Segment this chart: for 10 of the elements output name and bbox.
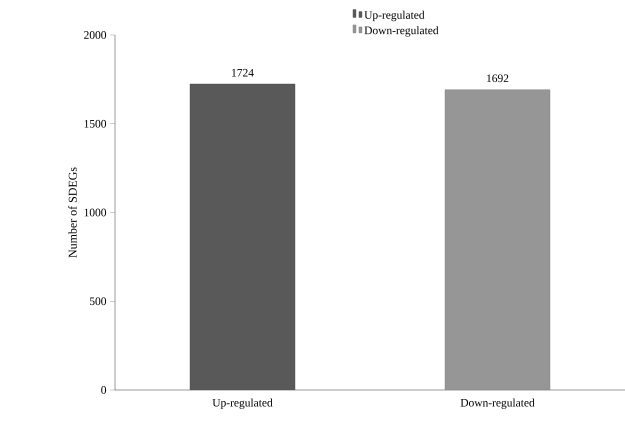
y-tick-label: 0 <box>101 386 106 394</box>
y-axis-title: Number of SDEGs <box>68 167 77 258</box>
y-tick-label: 2000 <box>84 31 106 39</box>
data-label: 1692 <box>487 74 508 82</box>
y-tick-label: 1000 <box>84 208 106 216</box>
y-tick-label: 1500 <box>84 120 106 128</box>
y-tick-label: 500 <box>90 297 106 306</box>
legend-label: Down-regulated <box>364 26 438 37</box>
data-label: 1724 <box>232 68 254 76</box>
legend-label: Up-regulated <box>364 10 424 22</box>
